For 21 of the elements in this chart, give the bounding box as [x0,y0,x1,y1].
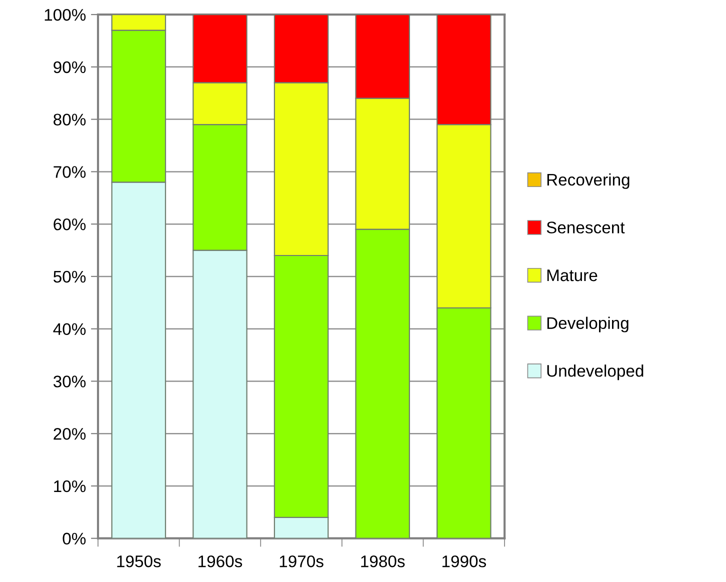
y-tick-label: 10% [54,480,86,492]
y-tick-label: 60% [54,218,86,230]
legend-label: Developing [547,316,628,332]
y-tick-label: 80% [54,114,86,126]
legend-label: Senescent [546,222,625,234]
y-tick-label: 90% [54,61,86,74]
y-tick-label: 100% [44,8,86,21]
x-tick-label: 1990s [442,555,486,568]
x-tick-label: 1980s [361,555,405,568]
legend-label: Undeveloped [547,364,644,380]
y-tick-label: 40% [53,323,86,336]
x-tick-label: 1960s [198,555,242,568]
legend-label: Recovering [547,173,630,189]
y-tick-label: 0% [62,532,86,545]
y-tick-label: 20% [54,428,86,440]
x-tick-label: 1970s [280,555,324,568]
y-tick-label: 30% [53,376,86,388]
y-tick-label: 70% [54,166,86,178]
x-tick-label: 1950s [117,555,161,568]
y-tick-label: 50% [54,270,86,283]
legend-label: Mature [547,270,598,282]
